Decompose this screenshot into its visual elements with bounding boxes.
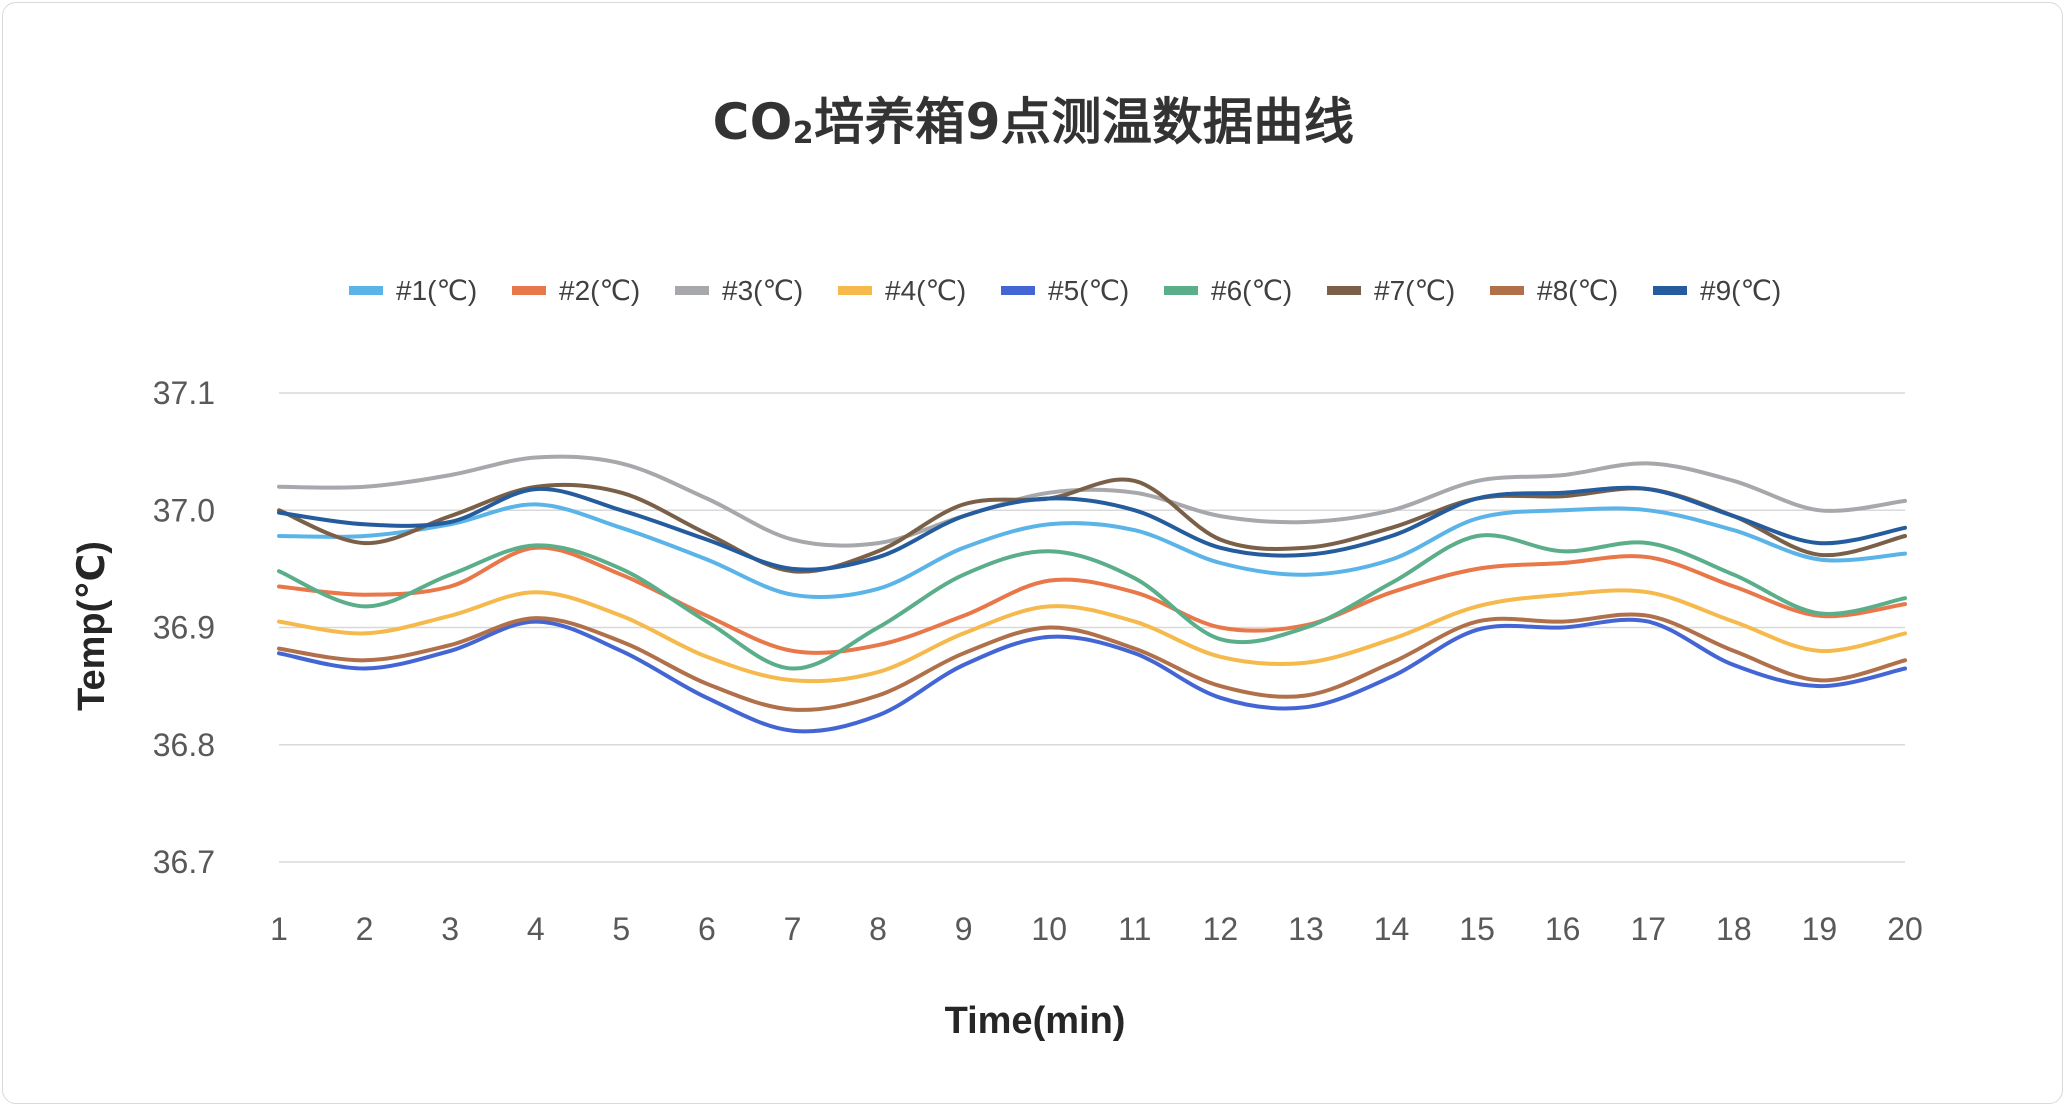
chart-title: CO2培养箱9点测温数据曲线 bbox=[712, 93, 1355, 151]
x-tick-label: 12 bbox=[1203, 911, 1239, 947]
y-axis-ticks: 36.7 36.8 36.9 37.0 37.1 bbox=[153, 375, 215, 880]
x-tick-label: 19 bbox=[1802, 911, 1838, 947]
y-tick-label: 36.8 bbox=[153, 727, 215, 763]
x-tick-label: 17 bbox=[1630, 911, 1666, 947]
legend-swatch bbox=[838, 286, 872, 295]
x-axis-title: Time(min) bbox=[945, 1000, 1126, 1042]
legend-item: #4(℃) bbox=[838, 275, 966, 306]
series-line-9 bbox=[277, 485, 1907, 572]
series-line-8 bbox=[277, 612, 1907, 712]
legend-swatch bbox=[1653, 286, 1687, 295]
grid-lines bbox=[279, 392, 1905, 863]
y-axis-title: Temp(℃) bbox=[71, 541, 113, 711]
series-line-2 bbox=[277, 545, 1907, 655]
legend-item: #5(℃) bbox=[1001, 275, 1129, 306]
series-line-5 bbox=[277, 617, 1907, 734]
y-tick-label: 36.9 bbox=[153, 610, 215, 646]
series-line-1 bbox=[277, 502, 1907, 600]
x-tick-label: 10 bbox=[1031, 911, 1067, 947]
x-tick-label: 7 bbox=[784, 911, 802, 947]
y-tick-label: 36.7 bbox=[153, 844, 215, 880]
series-lines bbox=[277, 454, 1907, 734]
legend-swatch bbox=[1164, 286, 1198, 295]
legend-label: #6(℃) bbox=[1211, 275, 1292, 306]
legend-swatch bbox=[1490, 286, 1524, 295]
legend-label: #9(℃) bbox=[1700, 275, 1781, 306]
x-tick-label: 20 bbox=[1887, 911, 1923, 947]
x-tick-label: 14 bbox=[1374, 911, 1410, 947]
legend-swatch bbox=[675, 286, 709, 295]
legend-item: #2(℃) bbox=[512, 275, 640, 306]
legend-label: #2(℃) bbox=[559, 275, 640, 306]
x-tick-label: 6 bbox=[698, 911, 716, 947]
x-tick-label: 5 bbox=[612, 911, 630, 947]
x-tick-label: 2 bbox=[356, 911, 374, 947]
legend-swatch bbox=[512, 286, 546, 295]
x-tick-label: 3 bbox=[441, 911, 459, 947]
y-tick-label: 37.0 bbox=[153, 492, 215, 528]
x-tick-label: 13 bbox=[1288, 911, 1324, 947]
x-tick-label: 9 bbox=[955, 911, 973, 947]
legend-item: #3(℃) bbox=[675, 275, 803, 306]
legend-label: #5(℃) bbox=[1048, 275, 1129, 306]
x-tick-label: 1 bbox=[270, 911, 288, 947]
legend-label: #7(℃) bbox=[1374, 275, 1455, 306]
x-tick-label: 4 bbox=[527, 911, 545, 947]
x-tick-label: 16 bbox=[1545, 911, 1581, 947]
series-line-4 bbox=[277, 588, 1907, 684]
legend-swatch bbox=[349, 286, 383, 295]
legend-item: #9(℃) bbox=[1653, 275, 1781, 306]
legend-label: #4(℃) bbox=[885, 275, 966, 306]
x-tick-label: 11 bbox=[1118, 911, 1151, 947]
legend-item: #1(℃) bbox=[349, 275, 477, 306]
x-axis-ticks: 1 2 3 4 5 6 7 8 9 10 11 12 13 14 15 16 17 18 19 20 bbox=[270, 911, 1923, 947]
series-line-3 bbox=[277, 454, 1907, 548]
legend-swatch bbox=[1327, 286, 1361, 295]
legend-swatch bbox=[1001, 286, 1035, 295]
series-line-6 bbox=[277, 533, 1907, 671]
legend-item: #7(℃) bbox=[1327, 275, 1455, 306]
legend-label: #8(℃) bbox=[1537, 275, 1618, 306]
legend-label: #3(℃) bbox=[722, 275, 803, 306]
legend-item: #8(℃) bbox=[1490, 275, 1618, 306]
x-tick-label: 15 bbox=[1459, 911, 1495, 947]
legend: #1(℃) #2(℃) #3(℃) #4(℃) #5(℃) #6(℃) #7(℃) #8(℃)… bbox=[349, 275, 1781, 306]
legend-label: #1(℃) bbox=[396, 275, 477, 306]
legend-item: #6(℃) bbox=[1164, 275, 1292, 306]
x-tick-label: 8 bbox=[869, 911, 887, 947]
x-tick-label: 18 bbox=[1716, 911, 1752, 947]
y-tick-label: 37.1 bbox=[153, 375, 215, 411]
